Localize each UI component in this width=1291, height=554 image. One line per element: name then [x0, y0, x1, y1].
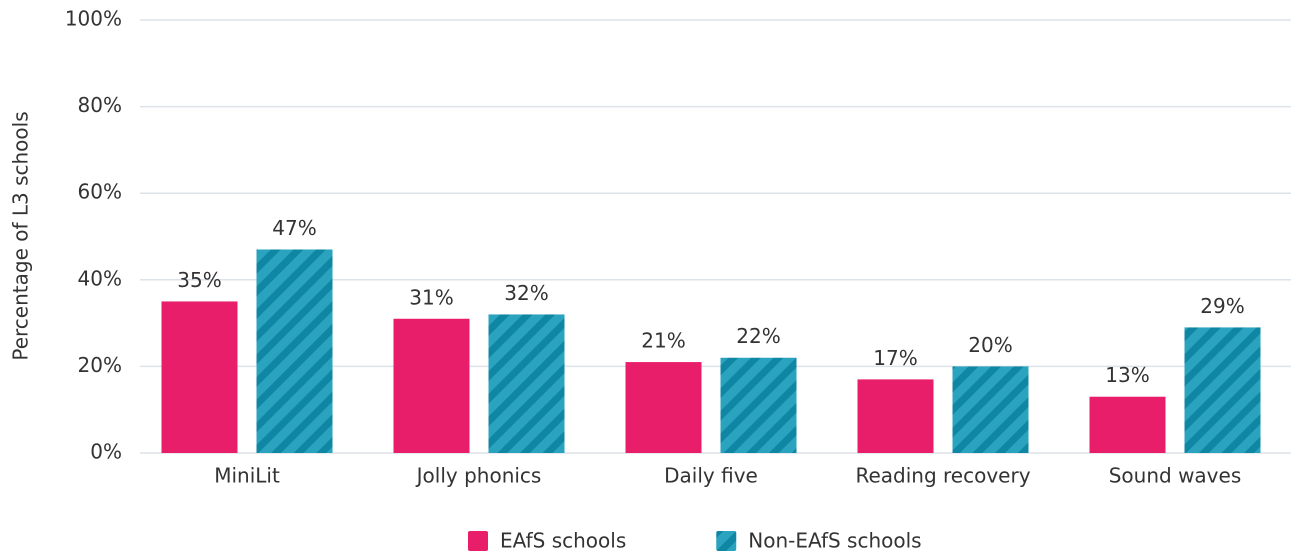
bar: [161, 301, 238, 453]
y-tick-label: 60%: [78, 180, 122, 204]
x-tick-label: Jolly phonics: [415, 464, 542, 488]
bar: [488, 314, 565, 453]
legend-swatch: [468, 531, 488, 551]
bar: [256, 249, 333, 453]
value-label: 29%: [1200, 294, 1244, 318]
bar: [952, 366, 1029, 453]
x-tick-label: Reading recovery: [855, 464, 1030, 488]
y-tick-label: 80%: [78, 93, 122, 117]
value-label: 20%: [968, 333, 1012, 357]
legend-label: EAfS schools: [500, 529, 626, 553]
x-tick-label: Daily five: [664, 464, 758, 488]
bar: [393, 318, 470, 453]
bar: [625, 362, 702, 453]
legend-swatch: [716, 531, 737, 551]
value-label: 21%: [641, 329, 685, 353]
y-axis-label: Percentage of L3 schools: [9, 111, 33, 360]
value-label: 35%: [177, 268, 221, 292]
x-tick-label: Sound waves: [1109, 464, 1242, 488]
bar: [1184, 327, 1261, 453]
value-label: 22%: [736, 324, 780, 348]
y-tick-label: 40%: [78, 266, 122, 290]
y-tick-label: 20%: [78, 353, 122, 377]
y-tick-label: 0%: [90, 440, 122, 464]
x-tick-label: MiniLit: [214, 464, 280, 488]
legend-label: Non-EAfS schools: [748, 529, 921, 553]
value-label: 32%: [504, 281, 548, 305]
y-tick-label: 100%: [65, 7, 122, 31]
bar: [1089, 396, 1166, 453]
value-label: 31%: [409, 285, 453, 309]
value-label: 47%: [272, 216, 316, 240]
bar: [857, 379, 934, 453]
bar: [720, 357, 797, 453]
value-label: 13%: [1105, 363, 1149, 387]
value-label: 17%: [873, 346, 917, 370]
